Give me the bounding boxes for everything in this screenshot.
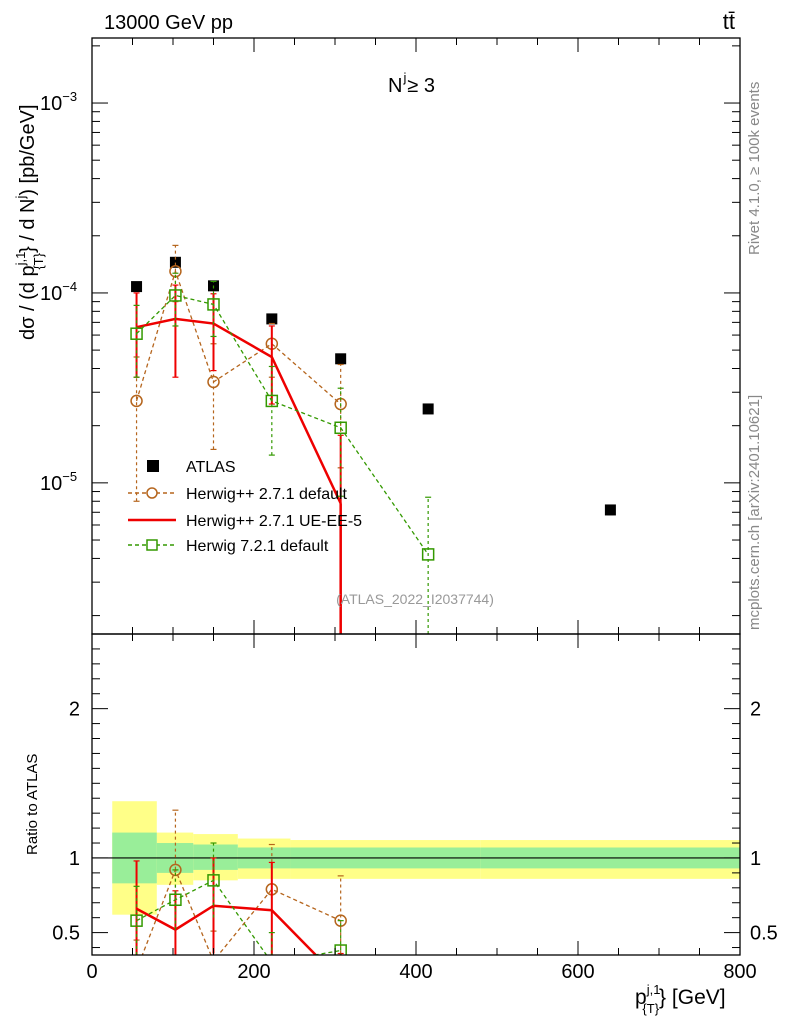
ratio-point-herwig-def bbox=[211, 954, 216, 955]
x-tick-label: 400 bbox=[399, 961, 432, 983]
legend-label-herwig-ue: Herwig++ 2.7.1 UE-EE-5 bbox=[186, 513, 362, 530]
y-tick-label-1e-5: 10−5 bbox=[40, 469, 77, 495]
header-process: 13000 GeV pp bbox=[104, 12, 233, 34]
legend: ATLAS Herwig++ 2.7.1 default Herwig++ 2.… bbox=[128, 459, 362, 555]
ratio-point-herwig-def bbox=[131, 964, 142, 975]
data-point-herwig72 bbox=[207, 298, 220, 311]
ratio-y-tick-label: 1 bbox=[69, 848, 80, 870]
data-point-herwig72 bbox=[421, 548, 435, 561]
ratio-series-line-herwig-ue bbox=[135, 904, 318, 955]
data-point-herwig72 bbox=[130, 327, 143, 340]
ratio-panel-frame bbox=[91, 633, 741, 956]
legend-marker-herwig72 bbox=[146, 539, 158, 551]
ratio-series-line-herwig72 bbox=[136, 879, 341, 955]
data-point-atlas bbox=[335, 353, 347, 365]
main-series-layer bbox=[130, 244, 616, 634]
series-line-herwig-def bbox=[135, 269, 342, 405]
legend-label-herwig72: Herwig 7.2.1 default bbox=[186, 538, 329, 555]
ratio-band-green bbox=[193, 844, 238, 870]
ratio-point-herwig72 bbox=[207, 874, 220, 887]
ratio-point-herwig72 bbox=[169, 893, 182, 907]
data-point-atlas bbox=[604, 504, 616, 516]
data-point-herwig-def bbox=[207, 375, 220, 389]
main-y-axis-label: dσ / (d pj,1 {T}} / d Nj) [pb/GeV] bbox=[13, 105, 46, 341]
series-line-herwig72 bbox=[136, 294, 429, 555]
ratio-series-clipped bbox=[130, 809, 347, 975]
data-point-herwig72 bbox=[334, 421, 347, 435]
mcplots-label: mcplots.cern.ch [arXiv:2401.10621] bbox=[746, 395, 763, 630]
data-point-atlas bbox=[169, 256, 181, 268]
x-tick-label: 600 bbox=[561, 961, 594, 983]
y-tick-label-1e-4: 10−4 bbox=[40, 279, 77, 305]
legend-marker-herwig-def bbox=[146, 487, 158, 499]
ratio-series-line-herwig-def bbox=[141, 868, 341, 955]
ratio-axis-ticks: 0 200 400 600 800 0.5 0.5 1 1 2 2 bbox=[52, 634, 778, 983]
ratio-series-layer bbox=[130, 809, 347, 975]
legend-label-herwig-def: Herwig++ 2.7.1 default bbox=[186, 486, 348, 503]
ratio-y-tick-label-right: 1 bbox=[750, 848, 761, 870]
ratio-point-herwig72 bbox=[130, 914, 143, 927]
ratio-y-tick-label-right: 2 bbox=[750, 699, 761, 721]
data-point-herwig72 bbox=[265, 394, 279, 408]
data-point-atlas bbox=[131, 281, 143, 293]
main-axis-ticks bbox=[91, 38, 741, 634]
panel-title: Nj≥ 3 bbox=[388, 70, 435, 97]
y-tick-label-1e-3: 10−3 bbox=[40, 89, 77, 115]
x-tick-label: 800 bbox=[723, 961, 756, 983]
x-tick-label: 0 bbox=[86, 961, 97, 983]
data-point-atlas bbox=[266, 313, 278, 325]
data-point-herwig72 bbox=[169, 289, 182, 302]
header-final-state: tt̄ bbox=[723, 9, 735, 34]
rivet-label: Rivet 4.1.0, ≥ 100k events bbox=[746, 82, 763, 255]
legend-marker-atlas bbox=[147, 460, 159, 472]
ratio-y-axis-label: Ratio to ATLAS bbox=[24, 754, 41, 855]
ratio-y-tick-label: 0.5 bbox=[52, 923, 80, 945]
x-tick-label: 200 bbox=[237, 961, 270, 983]
ratio-band-layer bbox=[92, 801, 740, 915]
ratio-y-tick-label: 2 bbox=[69, 699, 80, 721]
analysis-id-label: (ATLAS_2022_I2037744) bbox=[336, 591, 494, 607]
data-point-herwig-def bbox=[130, 394, 143, 408]
x-axis-label: pj,1 {T}} [GeV] bbox=[635, 982, 726, 1016]
legend-label-atlas: ATLAS bbox=[186, 459, 236, 476]
ratio-y-tick-label-right: 0.5 bbox=[750, 923, 778, 945]
data-point-atlas bbox=[422, 403, 434, 415]
